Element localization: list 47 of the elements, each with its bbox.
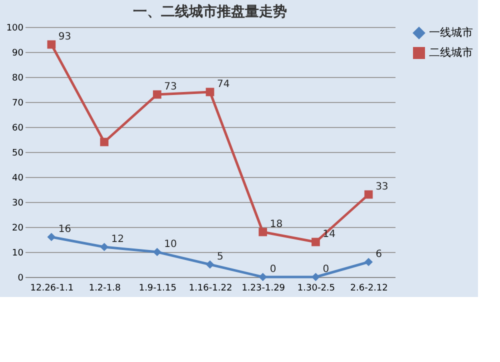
point: [100, 242, 108, 252]
legend-label: 二线城市: [429, 46, 473, 59]
y-tick-label: 90: [12, 48, 24, 58]
y-tick-label: 40: [12, 174, 24, 184]
y-tick-label: 20: [12, 224, 24, 234]
point: [100, 138, 108, 146]
data-label: 33: [376, 182, 388, 192]
point: [47, 232, 56, 242]
point: [47, 40, 56, 49]
data-label: 0: [322, 264, 330, 275]
data-label: 5: [217, 252, 224, 262]
data-label: 73: [164, 82, 177, 92]
x-tick-label: 1.23-1.29: [242, 284, 286, 294]
data-label: 18: [270, 219, 283, 230]
point: [152, 90, 162, 99]
point: [312, 238, 320, 246]
data-label: 93: [58, 32, 72, 42]
y-tick-label: 70: [12, 98, 24, 108]
y-tick-label: 0: [18, 274, 24, 284]
point: [364, 258, 373, 266]
x-tick-label: 1.2-1.8: [88, 284, 121, 294]
legend-label: 一线城市: [429, 26, 473, 39]
x-tick-label: 1.16-1.22: [188, 284, 232, 294]
point: [152, 248, 162, 256]
data-label: 12: [111, 234, 124, 245]
point: [206, 88, 214, 96]
data-label: 74: [217, 79, 230, 90]
data-label: 16: [58, 224, 72, 235]
chart-title: 一、二线城市推盘量走势: [133, 3, 287, 20]
data-label: 0: [270, 264, 276, 275]
point: [312, 272, 320, 282]
point: [364, 190, 373, 199]
point: [258, 228, 268, 236]
point: [206, 260, 214, 269]
x-tick-label: 1.9-1.15: [138, 284, 176, 294]
y-tick-label: 80: [12, 74, 24, 84]
x-tick-label: 2.6-2.12: [350, 284, 388, 294]
y-tick-label: 50: [12, 148, 24, 158]
y-tick-label: 100: [6, 24, 24, 34]
data-label: 6: [376, 249, 382, 260]
x-tick-label: 12.26-1.1: [30, 284, 74, 294]
y-tick-label: 30: [12, 198, 24, 208]
y-tick-label: 60: [12, 124, 24, 134]
y-tick-label: 10: [12, 248, 24, 258]
x-tick-label: 1.30-2.5: [297, 284, 336, 294]
data-label: 14: [322, 229, 336, 240]
data-label: 10: [164, 239, 177, 250]
